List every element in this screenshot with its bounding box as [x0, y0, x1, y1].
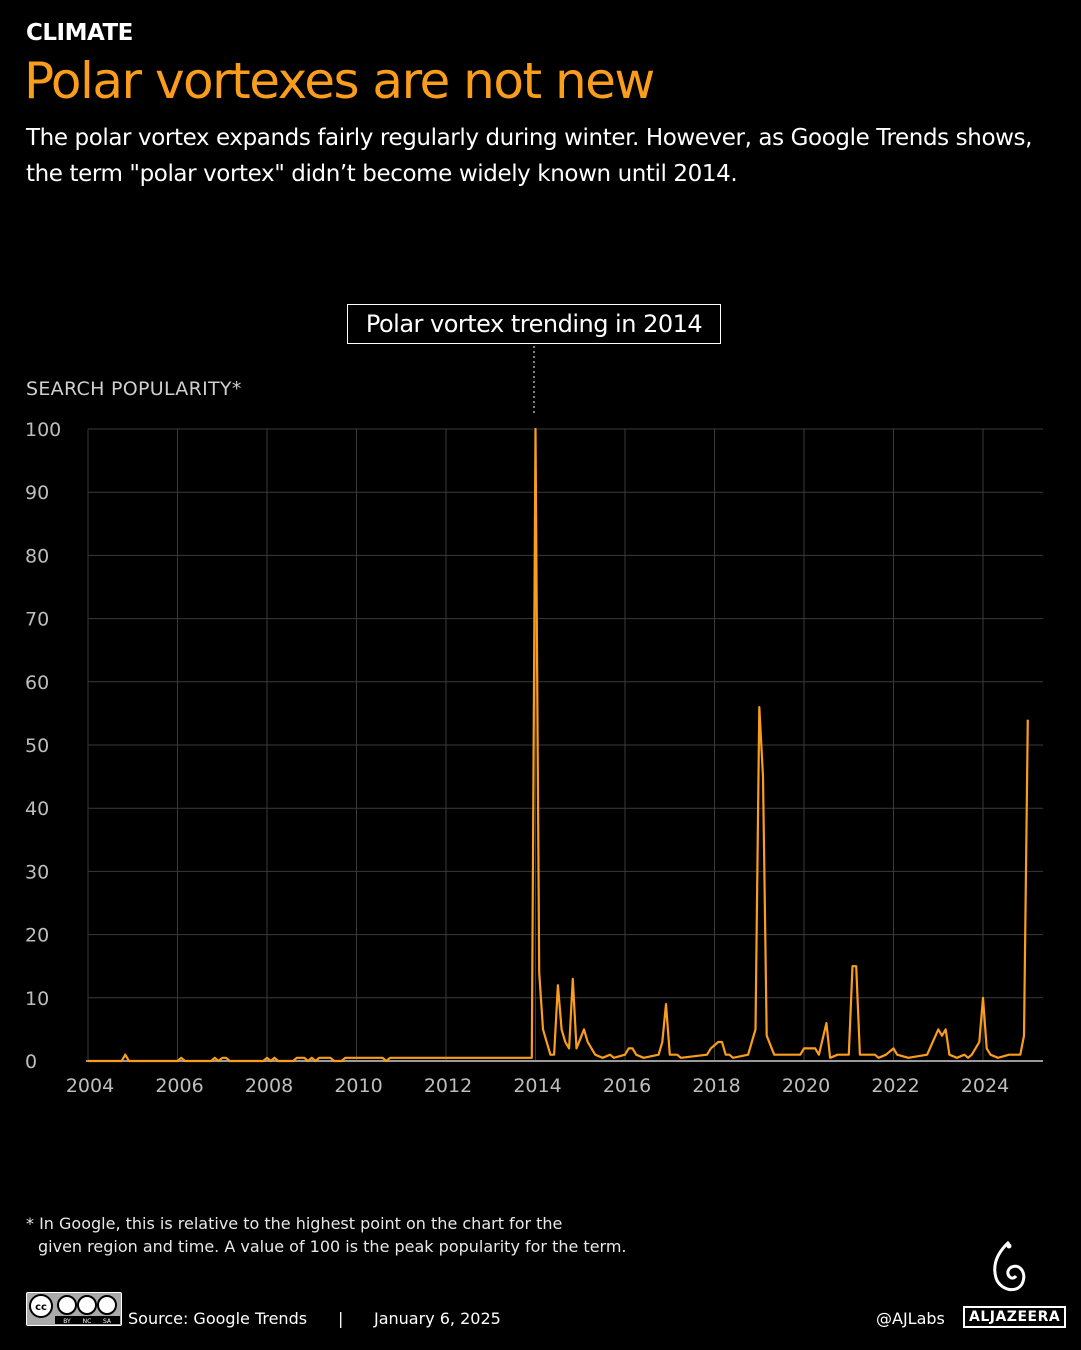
x-tick-label: 2012: [424, 1075, 472, 1097]
y-tick-label: 60: [25, 672, 49, 694]
footnote: * In Google, this is relative to the hig…: [26, 1212, 627, 1258]
cc-license-icon: cc BY NC SA: [26, 1292, 122, 1326]
y-tick-label: 50: [25, 735, 49, 757]
y-tick-label: 40: [25, 798, 49, 820]
y-axis-label: SEARCH POPULARITY*: [26, 378, 242, 400]
y-tick-label: 10: [25, 988, 49, 1010]
y-tick-label: 0: [25, 1051, 37, 1073]
x-tick-label: 2008: [245, 1075, 293, 1097]
x-tick-label: 2018: [692, 1075, 740, 1097]
footnote-line: given region and time. A value of 100 is…: [38, 1237, 627, 1256]
svg-text:cc: cc: [35, 1302, 47, 1313]
footnote-line: * In Google, this is relative to the hig…: [26, 1214, 563, 1233]
y-tick-label: 80: [25, 545, 49, 567]
y-tick-label: 70: [25, 609, 49, 631]
publish-date: January 6, 2025: [374, 1309, 501, 1328]
y-tick-label: 90: [25, 482, 49, 504]
svg-text:SA: SA: [103, 1318, 112, 1325]
y-tick-label: 20: [25, 925, 49, 947]
svg-text:NC: NC: [83, 1318, 92, 1325]
x-tick-label: 2016: [603, 1075, 651, 1097]
subtitle: The polar vortex expands fairly regularl…: [26, 125, 1033, 187]
series-line: [88, 427, 1029, 1063]
x-tick-label: 2024: [961, 1075, 1009, 1097]
y-tick-label: 30: [25, 861, 49, 883]
x-tick-label: 2014: [513, 1075, 561, 1097]
al-jazeera-logo-icon: [993, 1240, 1026, 1292]
x-tick-label: 2020: [782, 1075, 830, 1097]
source: Source: Google Trends: [128, 1309, 308, 1328]
social-handle: @AJLabs: [876, 1309, 945, 1328]
separator: |: [338, 1309, 344, 1328]
kicker: CLIMATE: [26, 20, 133, 46]
page-title: Polar vortexes are not new: [24, 52, 655, 110]
x-tick-label: 2004: [66, 1075, 114, 1097]
grid: [86, 428, 1043, 1062]
x-tick-label: 2010: [334, 1075, 382, 1097]
x-tick-label: 2006: [155, 1075, 203, 1097]
x-tick-label: 2022: [871, 1075, 919, 1097]
axis-ticks: 0 10 20 30 40 50 60 70 80 90 100 2004 2006 2008 2010 20…: [25, 419, 1009, 1097]
chart-annotation: Polar vortex trending in 2014: [347, 304, 721, 344]
y-tick-label: 100: [25, 419, 61, 441]
svg-text:BY: BY: [63, 1318, 71, 1325]
brand-logo: ALJAZEERA: [963, 1306, 1067, 1328]
